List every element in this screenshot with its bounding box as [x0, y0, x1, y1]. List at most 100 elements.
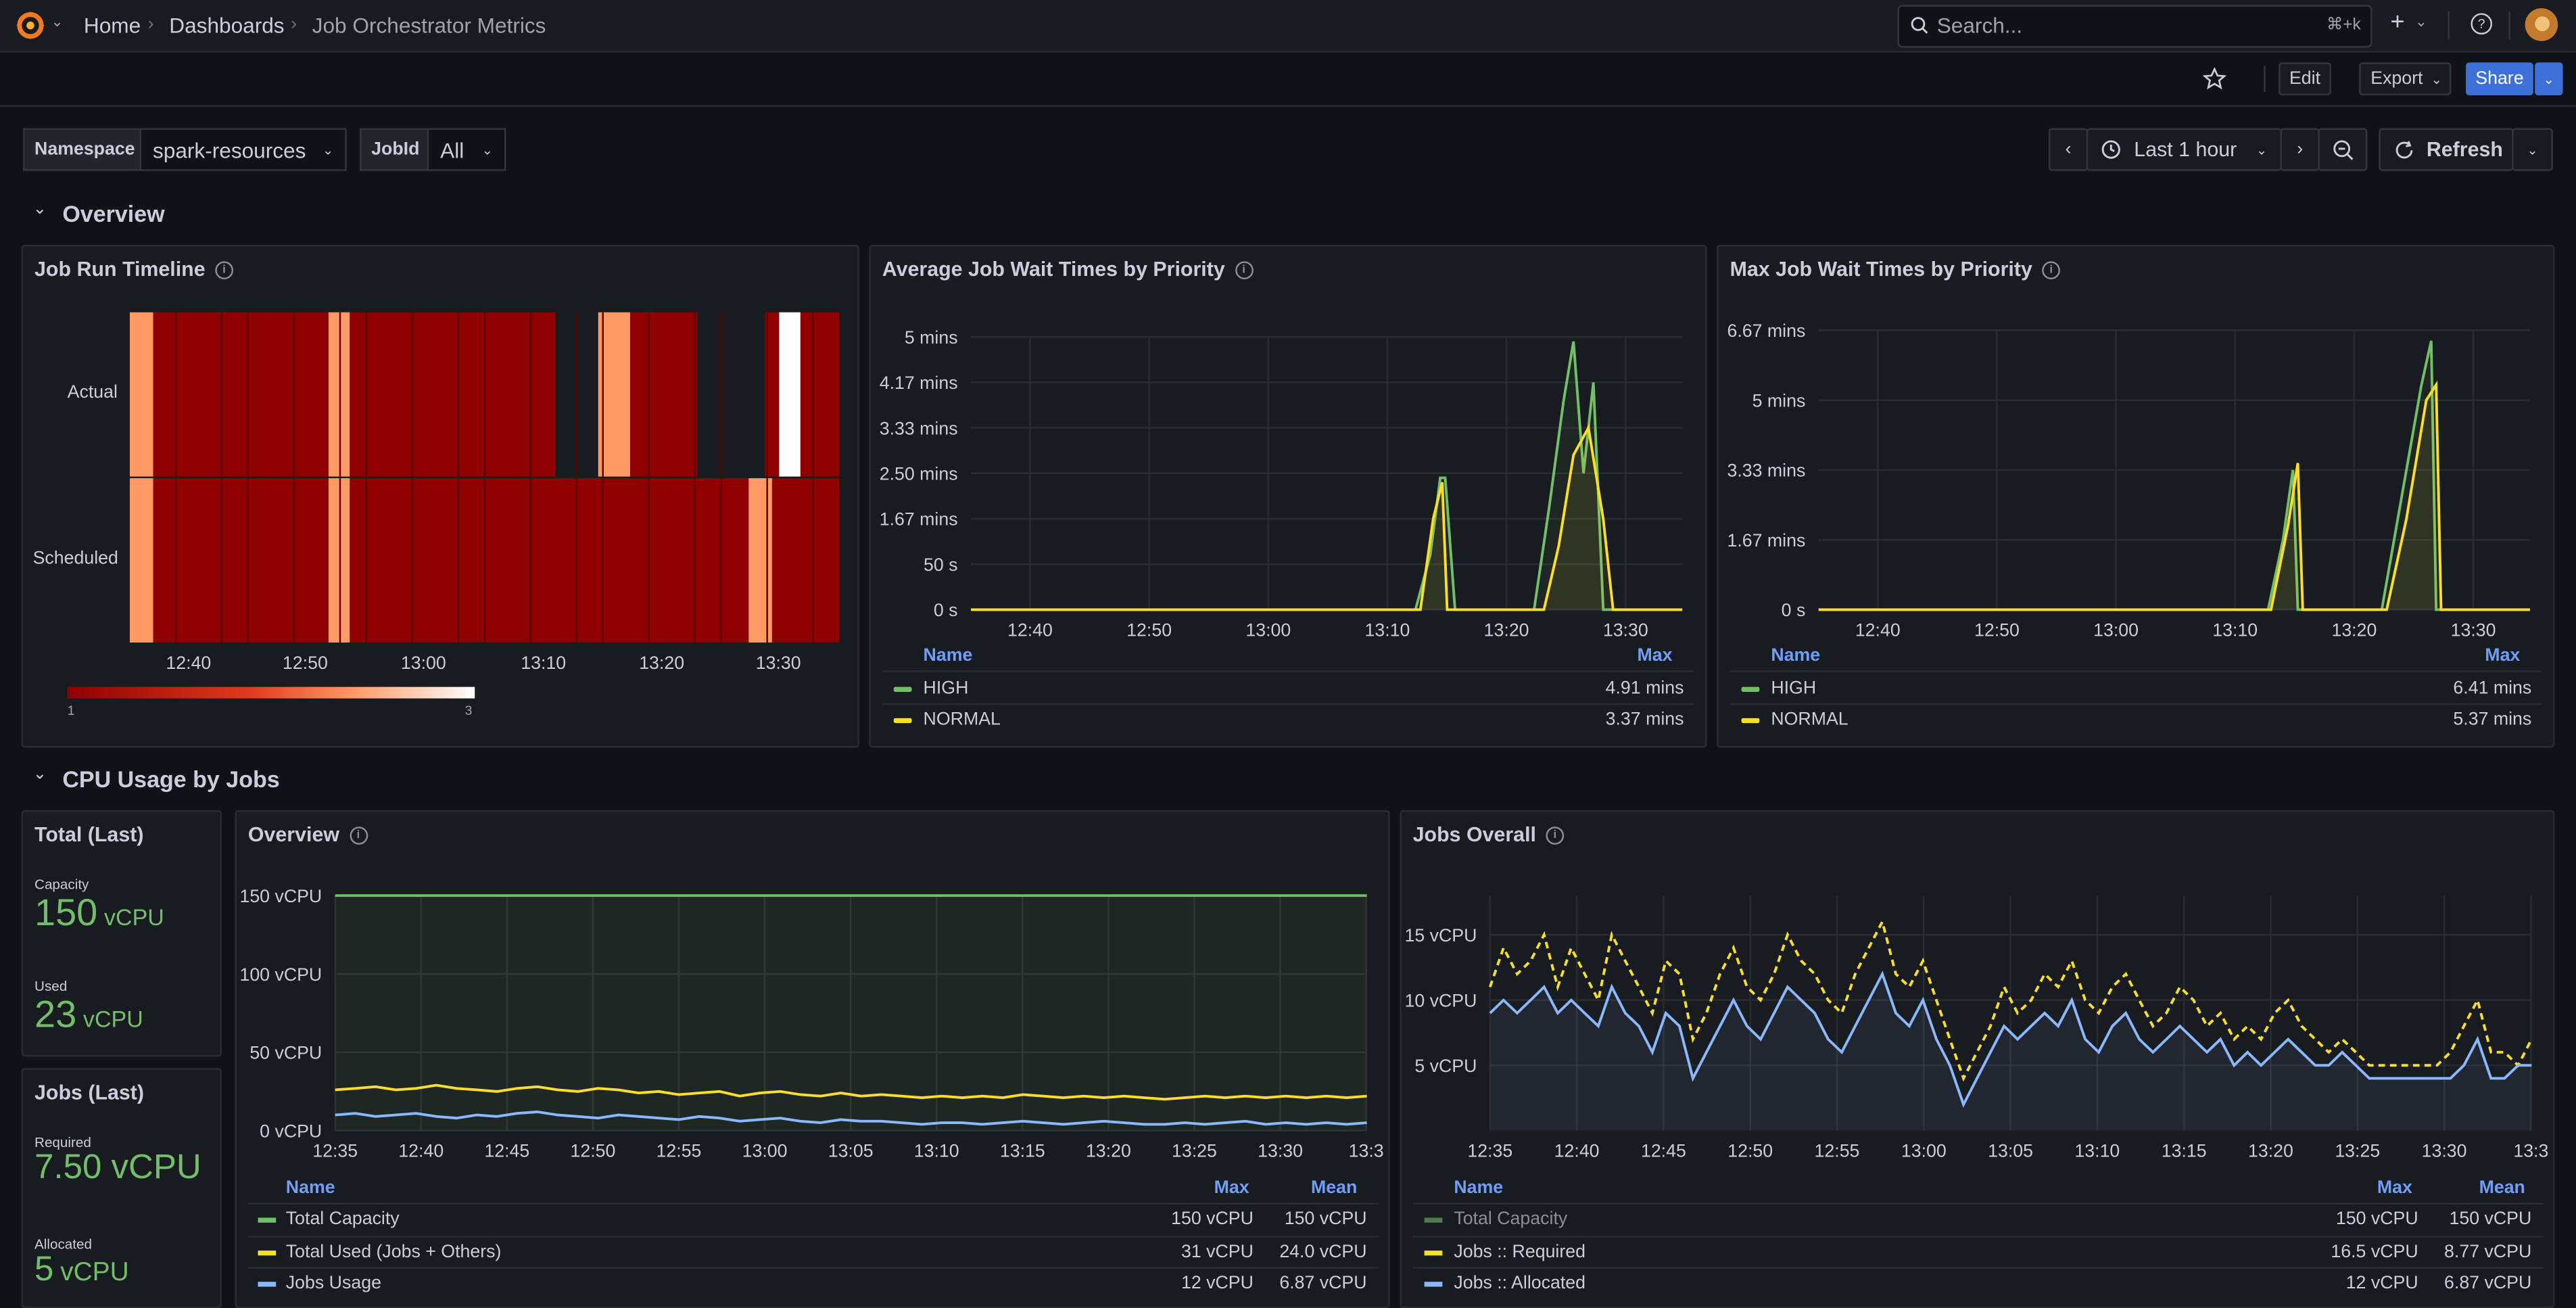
- stat-label-allocated: Allocated: [34, 1236, 92, 1253]
- timeline-cell-scheduled[interactable]: [771, 478, 840, 643]
- series-line-HIGH[interactable]: [971, 341, 1683, 611]
- timeline-cell-actual[interactable]: [350, 312, 556, 477]
- search-input[interactable]: Search... ⌘+k: [1897, 5, 2372, 48]
- y-tick-label: 4.17 mins: [880, 373, 958, 393]
- info-icon[interactable]: i: [2042, 260, 2061, 279]
- jobs-last-panel: Jobs (Last) Required 7.50 vCPU Allocated…: [21, 1068, 222, 1308]
- top-nav-bar: ⌄ Home › Dashboards › Job Orchestrator M…: [0, 0, 2576, 53]
- series-line-jobs[interactable]: [335, 1111, 1367, 1126]
- legend-item-high[interactable]: HIGH: [1771, 678, 1817, 699]
- breadcrumb-home[interactable]: Home: [83, 13, 141, 38]
- legend-value: 24.0 vCPU: [1279, 1242, 1367, 1263]
- legend-item-total-used[interactable]: Total Used (Jobs + Others): [285, 1242, 502, 1263]
- timeline-cell-actual[interactable]: [779, 312, 801, 477]
- info-icon[interactable]: i: [1546, 825, 1565, 844]
- panel-header: Average Job Wait Times by Priority i: [882, 258, 1254, 281]
- time-back-chevron-icon[interactable]: ‹: [2048, 128, 2089, 171]
- legend-header-max: Max: [2377, 1178, 2412, 1198]
- timeline-cell-scheduled[interactable]: [748, 478, 772, 643]
- legend-value: 3.37 mins: [1605, 709, 1684, 730]
- x-tick-label: 13:05: [828, 1141, 874, 1161]
- timeline-cell-scheduled[interactable]: [129, 478, 153, 643]
- timeline-cell-actual[interactable]: [765, 312, 780, 477]
- share-menu-chevron-icon[interactable]: ⌄: [2535, 62, 2563, 95]
- timeline-cell-scheduled[interactable]: [350, 478, 749, 643]
- timeline-cell-scheduled[interactable]: [328, 478, 350, 643]
- legend-swatch-required: [1424, 1251, 1443, 1256]
- job-run-timeline-panel: Job Run Timeline i Actual Scheduled 12:4…: [21, 245, 859, 748]
- series-line-allocated[interactable]: [1489, 971, 2532, 1108]
- timeline-cell-actual[interactable]: [328, 312, 350, 477]
- legend-divider: [247, 1236, 1379, 1238]
- legend-item-jobs-usage[interactable]: Jobs Usage: [285, 1274, 381, 1294]
- refresh-button[interactable]: Refresh: [2379, 128, 2514, 171]
- max-wait-panel: Max Job Wait Times by Priority i 0 s 1.67…: [1717, 245, 2555, 748]
- time-forward-chevron-icon[interactable]: ›: [2280, 128, 2320, 171]
- timeline-cell-actual[interactable]: [629, 312, 698, 477]
- legend-divider: [247, 1267, 1379, 1269]
- x-tick-label: 13:20: [1484, 620, 1529, 640]
- timeline-cell-actual[interactable]: [129, 312, 153, 477]
- collapse-chevron-icon[interactable]: ⌄: [32, 200, 47, 219]
- stat-value: 150: [34, 890, 98, 934]
- export-label: Export: [2370, 69, 2423, 89]
- stat-value: 5: [34, 1251, 54, 1288]
- y-tick-label: 5 vCPU: [1414, 1056, 1477, 1076]
- series-line-NORMAL[interactable]: [971, 423, 1683, 611]
- refresh-interval-chevron-icon[interactable]: ⌄: [2512, 128, 2553, 171]
- color-scale-min: 1: [67, 703, 75, 718]
- row-title-overview[interactable]: Overview: [62, 200, 165, 227]
- x-tick-label: 13:10: [1365, 620, 1410, 640]
- x-tick-label: 13:30: [2422, 1141, 2467, 1161]
- legend-header-mean: Mean: [1310, 1178, 1358, 1198]
- add-icon[interactable]: +: [2390, 8, 2405, 37]
- legend-value: 150 vCPU: [1284, 1209, 1367, 1230]
- legend-item-normal[interactable]: NORMAL: [1771, 709, 1848, 730]
- collapse-chevron-icon[interactable]: ⌄: [32, 766, 47, 785]
- export-button[interactable]: Export ⌄: [2359, 62, 2452, 95]
- x-tick: 13:30: [755, 654, 801, 674]
- legend-item-high[interactable]: HIGH: [923, 678, 969, 699]
- legend-divider: [1412, 1267, 2544, 1269]
- star-icon[interactable]: [2203, 67, 2226, 91]
- legend-item-total-capacity[interactable]: Total Capacity: [285, 1209, 400, 1230]
- help-icon[interactable]: ?: [2471, 13, 2493, 35]
- chevron-down-icon[interactable]: ⌄: [2414, 13, 2428, 30]
- time-range-picker[interactable]: Last 1 hour ⌄: [2086, 128, 2282, 171]
- chevron-down-icon[interactable]: ⌄: [51, 13, 64, 30]
- legend-swatch-high: [1741, 686, 1760, 692]
- stat-unit: vCPU: [82, 1006, 143, 1032]
- x-tick-label: 12:40: [1554, 1141, 1600, 1161]
- breadcrumb-dashboards[interactable]: Dashboards: [169, 13, 285, 38]
- search-shortcut: ⌘+k: [2326, 16, 2361, 35]
- row-title-cpu[interactable]: CPU Usage by Jobs: [62, 766, 280, 793]
- stat-label-required: Required: [34, 1134, 91, 1150]
- series-line-NORMAL[interactable]: [1818, 380, 2530, 611]
- zoom-out-button[interactable]: [2318, 128, 2368, 171]
- legend-item-normal[interactable]: NORMAL: [923, 709, 1001, 730]
- row-label-scheduled: Scheduled: [32, 548, 118, 569]
- breadcrumb-separator: ›: [291, 14, 297, 35]
- series-line-required[interactable]: [1488, 918, 2533, 1082]
- info-icon[interactable]: i: [215, 260, 233, 279]
- legend-item-total-capacity-hidden[interactable]: Total Capacity: [1454, 1209, 1568, 1230]
- timeline-cell-actual[interactable]: [153, 312, 329, 477]
- breadcrumb-separator: ›: [147, 14, 154, 35]
- panel-header: Jobs Overall i: [1413, 823, 1565, 846]
- timeline-cell-actual[interactable]: [800, 312, 840, 477]
- info-icon[interactable]: i: [349, 825, 368, 844]
- row-label-actual: Actual: [67, 383, 118, 403]
- timeline-cell-scheduled[interactable]: [153, 478, 329, 643]
- legend-header-max: Max: [1637, 645, 1673, 666]
- series-line-used[interactable]: [335, 1083, 1367, 1101]
- edit-button[interactable]: Edit: [2279, 62, 2331, 95]
- namespace-variable-select[interactable]: spark-resources ⌄: [139, 128, 347, 171]
- share-button[interactable]: Share: [2466, 62, 2533, 95]
- legend-item-jobs-allocated[interactable]: Jobs :: Allocated: [1454, 1274, 1586, 1294]
- info-icon[interactable]: i: [1235, 260, 1254, 279]
- grafana-logo-icon[interactable]: [15, 10, 46, 41]
- legend-item-jobs-required[interactable]: Jobs :: Required: [1454, 1242, 1586, 1263]
- x-tick-label: 12:35: [1467, 1141, 1512, 1161]
- jobid-variable-select[interactable]: All ⌄: [427, 128, 506, 171]
- avatar[interactable]: [2525, 8, 2558, 41]
